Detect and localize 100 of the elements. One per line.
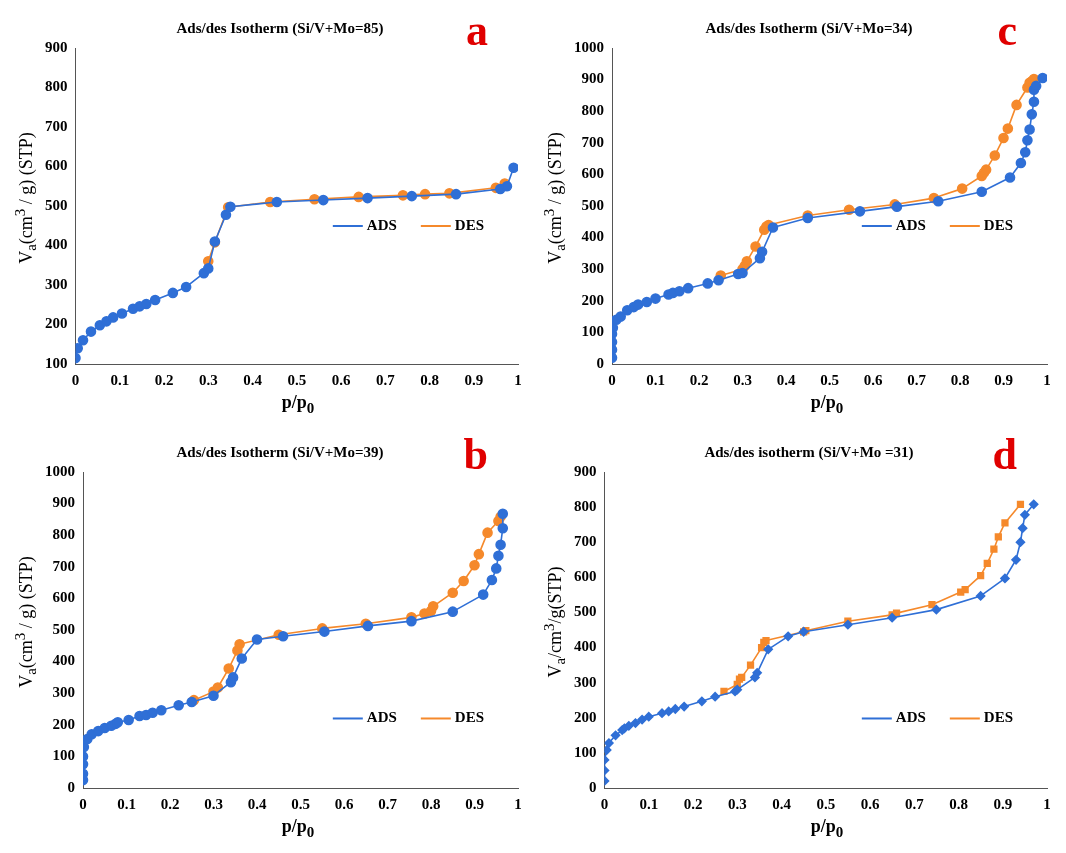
y-tick-label: 0 [67, 778, 75, 795]
chart-title: Ads/des isotherm (Si/V+Mo =31) [704, 443, 914, 461]
y-tick-label: 300 [574, 673, 597, 690]
x-tick-label: 0.1 [110, 371, 130, 388]
x-tick-label: 0.2 [160, 795, 180, 812]
annotation: d [992, 430, 1017, 480]
x-tick-label: 0.9 [465, 795, 484, 812]
annotation: a [466, 6, 488, 56]
x-tick-label: 0.8 [950, 371, 970, 388]
y-tick-label: 300 [45, 275, 68, 292]
y-tick-label: 900 [574, 462, 597, 479]
y-tick-label: 500 [581, 196, 604, 213]
y-tick-label: 200 [45, 315, 68, 332]
y-tick-label: 600 [581, 165, 604, 182]
y-tick-label: 400 [52, 652, 75, 669]
y-tick-label: 800 [574, 497, 597, 514]
x-tick-label: 0.6 [331, 371, 351, 388]
y-tick-label: 1000 [45, 462, 75, 479]
y-tick-label: 700 [581, 133, 604, 150]
y-tick-label: 100 [574, 743, 597, 760]
legend-label: DES [983, 216, 1014, 233]
x-tick-label: 0.5 [820, 371, 839, 388]
x-tick-label: 0.4 [247, 795, 267, 812]
y-tick-label: 200 [574, 708, 597, 725]
x-tick-label: 1 [1043, 795, 1051, 812]
x-tick-label: 0.3 [727, 795, 747, 812]
y-tick-label: 0 [596, 354, 604, 371]
y-tick-label: 900 [581, 70, 604, 87]
x-tick-label: 0.6 [863, 371, 883, 388]
y-tick-label: 0 [589, 778, 597, 795]
x-axis-title: p/p$_{0}$ [281, 392, 315, 417]
x-tick-label: 0 [79, 795, 87, 812]
y-tick-label: 800 [581, 102, 604, 119]
y-tick-label: 400 [45, 236, 68, 253]
y-tick-label: 700 [574, 533, 597, 550]
x-tick-label: 0.6 [334, 795, 354, 812]
y-tick-label: 500 [52, 620, 75, 637]
y-tick-label: 400 [581, 228, 604, 245]
legend-label: DES [983, 709, 1014, 726]
x-tick-label: 0.9 [993, 795, 1013, 812]
y-tick-label: 300 [581, 260, 604, 277]
y-tick-label: 100 [52, 747, 75, 764]
x-tick-label: 1 [514, 795, 522, 812]
y-tick-label: 500 [574, 603, 597, 620]
x-tick-label: 0.5 [291, 795, 310, 812]
y-tick-label: 400 [574, 638, 597, 655]
x-tick-label: 0.8 [421, 795, 441, 812]
y-tick-label: 1000 [574, 38, 604, 55]
x-tick-label: 0.5 [816, 795, 836, 812]
x-axis-title: p/p$_{0}$ [810, 392, 844, 417]
x-tick-label: 0.2 [683, 795, 703, 812]
y-tick-label: 600 [52, 589, 75, 606]
x-tick-label: 0.8 [949, 795, 968, 812]
chart-title: Ads/des Isotherm (Si/V+Mo=85) [176, 19, 384, 37]
x-tick-label: 0 [608, 371, 616, 388]
y-tick-label: 100 [581, 323, 604, 340]
y-tick-label: 900 [45, 38, 68, 55]
x-tick-label: 0.4 [772, 795, 792, 812]
x-tick-label: 0.7 [375, 371, 396, 388]
y-tick-label: 800 [52, 526, 75, 543]
x-tick-label: 0.7 [378, 795, 398, 812]
x-tick-label: 0.9 [464, 371, 484, 388]
x-tick-label: 0.3 [198, 371, 218, 388]
legend-label: ADS [895, 709, 926, 726]
x-tick-label: 0.1 [639, 795, 659, 812]
x-axis-title: p/p$_{0}$ [810, 816, 844, 841]
x-tick-label: 0.4 [243, 371, 263, 388]
legend-label: DES [454, 216, 485, 233]
x-tick-label: 1 [1043, 371, 1051, 388]
y-tick-label: 500 [45, 196, 68, 213]
x-tick-label: 0.2 [689, 371, 709, 388]
x-tick-label: 0.6 [860, 795, 880, 812]
legend-label: ADS [366, 709, 397, 726]
x-tick-label: 0.5 [287, 371, 307, 388]
y-tick-label: 900 [52, 494, 75, 511]
x-tick-label: 0.9 [994, 371, 1013, 388]
x-tick-label: 0.7 [904, 795, 925, 812]
y-tick-label: 100 [45, 354, 68, 371]
x-tick-label: 0.8 [420, 371, 439, 388]
x-tick-label: 0.2 [154, 371, 174, 388]
y-tick-label: 200 [581, 291, 604, 308]
legend-label: ADS [366, 216, 397, 233]
y-tick-label: 300 [52, 684, 75, 701]
x-tick-label: 0.1 [117, 795, 136, 812]
x-tick-label: 0.1 [646, 371, 665, 388]
x-axis-title: p/p$_{0}$ [281, 816, 315, 841]
y-tick-label: 800 [45, 78, 68, 95]
legend-label: ADS [895, 216, 926, 233]
chart-title: Ads/des Isotherm (Si/V+Mo=39) [176, 443, 384, 461]
y-tick-label: 700 [45, 117, 68, 134]
x-tick-label: 0.4 [776, 371, 796, 388]
annotation: b [463, 430, 488, 480]
x-tick-label: 0.7 [907, 371, 927, 388]
y-tick-label: 600 [574, 568, 597, 585]
x-tick-label: 0.3 [733, 371, 752, 388]
x-tick-label: 0.3 [204, 795, 223, 812]
y-tick-label: 200 [52, 715, 75, 732]
annotation: c [997, 6, 1017, 56]
y-tick-label: 600 [45, 157, 68, 174]
y-tick-label: 700 [52, 557, 75, 574]
